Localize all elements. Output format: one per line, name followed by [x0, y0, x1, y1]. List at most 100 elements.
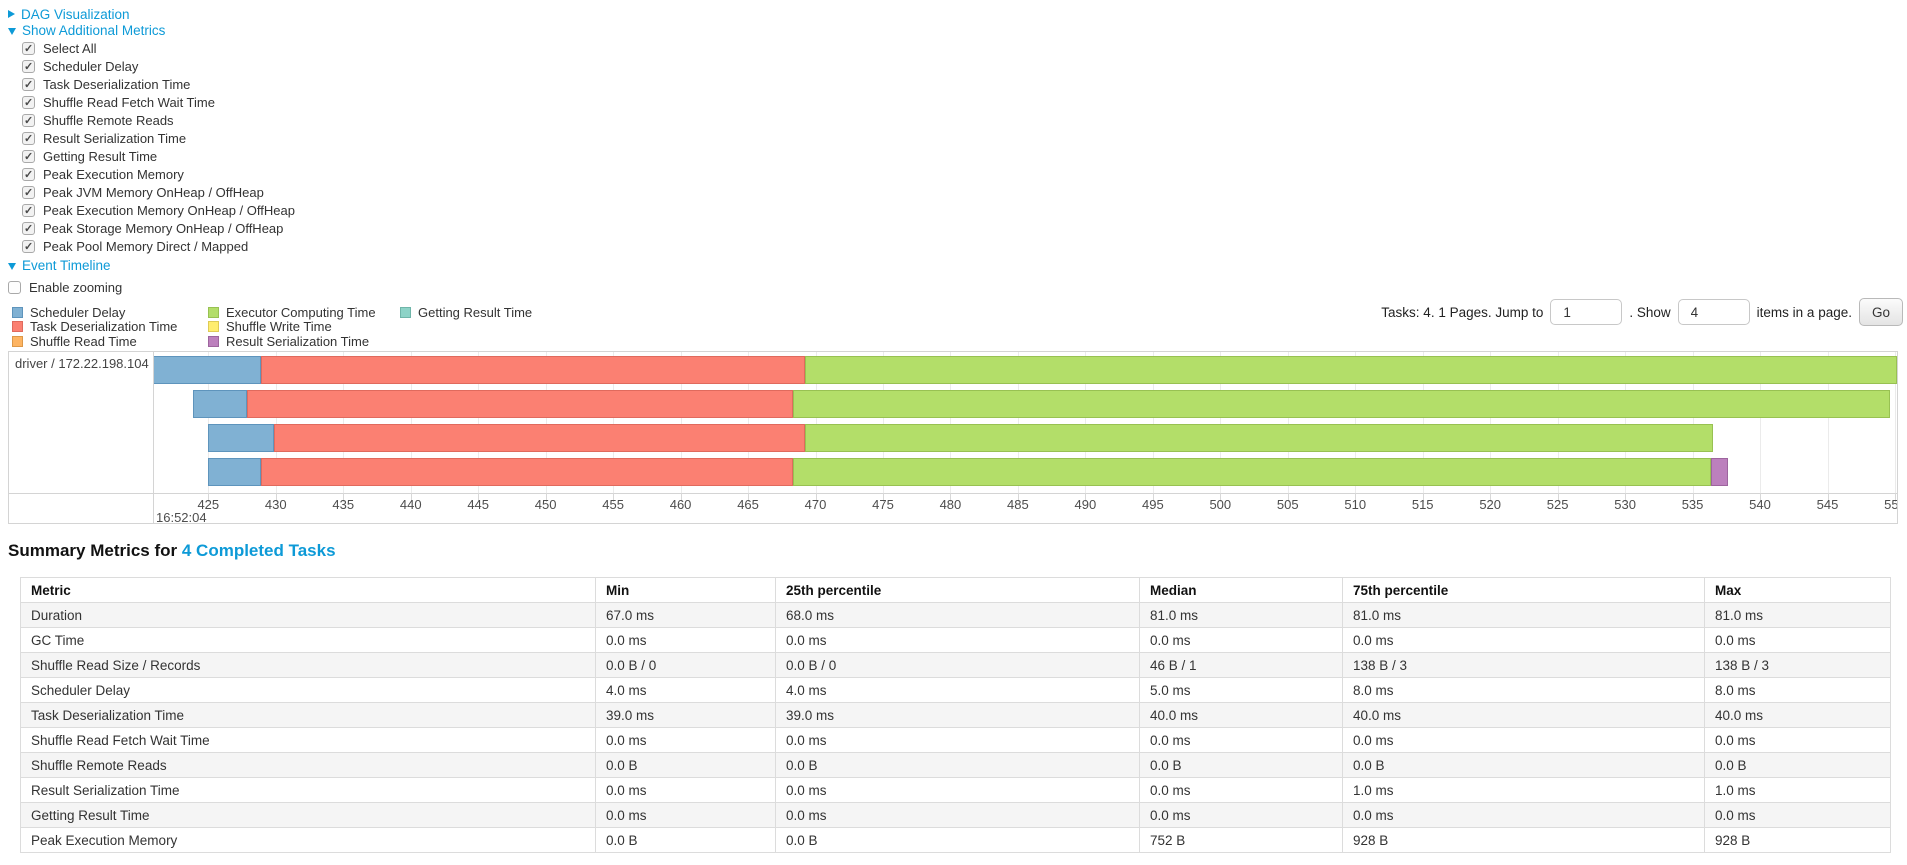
column-header-min: Min [595, 577, 776, 603]
metric-name-cell: Shuffle Read Fetch Wait Time [20, 727, 596, 753]
items-per-page-input[interactable] [1677, 299, 1750, 325]
task-3-executor_computing-segment[interactable] [804, 424, 1713, 452]
shuffle_read-swatch-icon [12, 335, 23, 347]
metric-checkbox-peak-storage-memory-onheap-offheap[interactable]: Peak Storage Memory OnHeap / OffHeap [22, 219, 295, 237]
checkbox-icon[interactable] [22, 185, 35, 199]
legend-label: Scheduler Delay [30, 304, 126, 320]
axis-tick-label: 425 [197, 497, 220, 512]
event-timeline-label: Event Timeline [22, 257, 111, 273]
dag-visualization-toggle[interactable]: DAG Visualization [8, 6, 130, 22]
axis-tick-label: 515 [1411, 497, 1434, 512]
shuffle_write-swatch-icon [208, 321, 219, 333]
metric-value-cell: 0.0 ms [775, 627, 1140, 653]
metric-checkbox-peak-execution-memory-onheap-offheap[interactable]: Peak Execution Memory OnHeap / OffHeap [22, 201, 295, 219]
checkbox-icon[interactable] [22, 239, 35, 253]
legend-item-task-deserialization-time: Task Deserialization Time [12, 319, 178, 335]
task-pagination: Tasks: 4. 1 Pages. Jump to . Show items … [1381, 297, 1903, 327]
metric-value-cell: 0.0 B [775, 827, 1140, 853]
metric-checkbox-result-serialization-time[interactable]: Result Serialization Time [22, 129, 295, 147]
metric-value-cell: 46 B / 1 [1139, 652, 1343, 678]
axis-tick-label: 440 [399, 497, 422, 512]
metric-value-cell: 0.0 ms [775, 777, 1140, 803]
task-1-scheduler_delay-segment[interactable] [153, 356, 261, 384]
metric-value-cell: 39.0 ms [775, 702, 1140, 728]
task-4-scheduler_delay-segment[interactable] [208, 458, 261, 486]
event-timeline-toggle[interactable]: Event Timeline [8, 257, 111, 273]
metric-checkbox-label: Peak Execution Memory [43, 166, 184, 182]
getting_result-swatch-icon [400, 306, 411, 318]
checkbox-icon[interactable] [22, 59, 35, 73]
metric-checkbox-peak-jvm-memory-onheap-offheap[interactable]: Peak JVM Memory OnHeap / OffHeap [22, 183, 295, 201]
metric-value-cell: 138 B / 3 [1342, 652, 1705, 678]
go-button[interactable]: Go [1858, 298, 1903, 326]
metric-checkbox-shuffle-remote-reads[interactable]: Shuffle Remote Reads [22, 111, 295, 129]
metric-name-cell: Duration [20, 602, 596, 628]
task-2-scheduler_delay-segment[interactable] [193, 390, 248, 418]
task-2-executor_computing-segment[interactable] [792, 390, 1890, 418]
axis-tick-label: 545 [1816, 497, 1839, 512]
task-2-task_deserialization-segment[interactable] [247, 390, 793, 418]
jump-to-page-input[interactable] [1550, 299, 1623, 325]
metric-checkbox-label: Peak Pool Memory Direct / Mapped [43, 238, 249, 254]
table-row-result-serialization-time: Result Serialization Time 0.0 ms 0.0 ms 0.0… [20, 777, 1891, 803]
metric-value-cell: 40.0 ms [1139, 702, 1343, 728]
metric-checkbox-getting-result-time[interactable]: Getting Result Time [22, 147, 295, 165]
metric-value-cell: 0.0 B [1704, 752, 1891, 778]
task-1-task_deserialization-segment[interactable] [260, 356, 805, 384]
metric-value-cell: 0.0 B / 0 [775, 652, 1140, 678]
checkbox-icon[interactable] [22, 203, 35, 217]
checkbox-icon[interactable] [22, 221, 35, 235]
metric-value-cell: 0.0 B [595, 752, 776, 778]
metric-name-cell: Task Deserialization Time [20, 702, 596, 728]
enable-zooming-checkbox-row[interactable]: Enable zooming [8, 278, 122, 296]
axis-tick-label: 465 [737, 497, 759, 512]
metric-value-cell: 8.0 ms [1342, 677, 1705, 703]
metric-value-cell: 0.0 B [595, 827, 776, 853]
scheduler_delay-swatch-icon [12, 306, 23, 318]
metric-name-cell: Getting Result Time [20, 802, 596, 828]
task-3-task_deserialization-segment[interactable] [274, 424, 805, 452]
metric-checkbox-scheduler-delay[interactable]: Scheduler Delay [22, 57, 295, 75]
checkbox-icon[interactable] [22, 131, 35, 145]
metric-checkbox-label: Peak JVM Memory OnHeap / OffHeap [43, 184, 264, 200]
legend-label: Getting Result Time [418, 304, 533, 320]
metric-checkbox-peak-execution-memory[interactable]: Peak Execution Memory [22, 165, 295, 183]
completed-tasks-link[interactable]: 4 Completed Tasks [181, 541, 336, 560]
checkbox-icon[interactable] [22, 77, 35, 91]
summary-metrics-table: Metric Min 25th percentile Median 75th perce… [20, 577, 1891, 853]
axis-tick-label: 435 [332, 497, 355, 512]
metric-value-cell: 67.0 ms [595, 602, 776, 628]
metric-checkbox-label: Peak Storage Memory OnHeap / OffHeap [43, 220, 284, 236]
task-4-executor_computing-segment[interactable] [792, 458, 1712, 486]
metric-checkbox-label: Getting Result Time [43, 148, 158, 164]
task-4-result_serialization-segment[interactable] [1711, 458, 1728, 486]
timeline-axis-separator [9, 493, 1897, 494]
task-3-scheduler_delay-segment[interactable] [208, 424, 275, 452]
checkbox-icon[interactable] [22, 167, 35, 181]
checkbox-icon[interactable] [22, 149, 35, 163]
task-1-executor_computing-segment[interactable] [804, 356, 1897, 384]
metric-value-cell: 0.0 ms [1704, 802, 1891, 828]
metric-checkbox-shuffle-read-fetch-wait-time[interactable]: Shuffle Read Fetch Wait Time [22, 93, 295, 111]
checkbox-icon[interactable] [22, 95, 35, 109]
axis-tick-label: 500 [1209, 497, 1232, 512]
checkbox-icon[interactable] [22, 113, 35, 127]
axis-tick-label: 430 [264, 497, 287, 512]
checkbox-icon[interactable] [22, 41, 35, 55]
legend-label: Task Deserialization Time [30, 319, 178, 335]
task-4-task_deserialization-segment[interactable] [260, 458, 793, 486]
axis-tick-label: 510 [1344, 497, 1367, 512]
metric-checkbox-label: Peak Execution Memory OnHeap / OffHeap [43, 202, 295, 218]
enable-zooming-checkbox[interactable] [8, 280, 21, 294]
metric-checkbox-label: Task Deserialization Time [43, 76, 191, 92]
executor_computing-swatch-icon [208, 306, 219, 318]
metric-value-cell: 1.0 ms [1704, 777, 1891, 803]
result_serialization-swatch-icon [208, 335, 219, 347]
metric-name-cell: Scheduler Delay [20, 677, 596, 703]
metric-checkbox-select-all[interactable]: Select All [22, 39, 295, 57]
expanded-arrow-icon [8, 262, 16, 270]
metric-checkbox-peak-pool-memory-direct-mapped[interactable]: Peak Pool Memory Direct / Mapped [22, 237, 295, 255]
show-additional-metrics-toggle[interactable]: Show Additional Metrics [8, 22, 165, 38]
metric-checkbox-task-deserialization-time[interactable]: Task Deserialization Time [22, 75, 295, 93]
metric-value-cell: 1.0 ms [1342, 777, 1705, 803]
